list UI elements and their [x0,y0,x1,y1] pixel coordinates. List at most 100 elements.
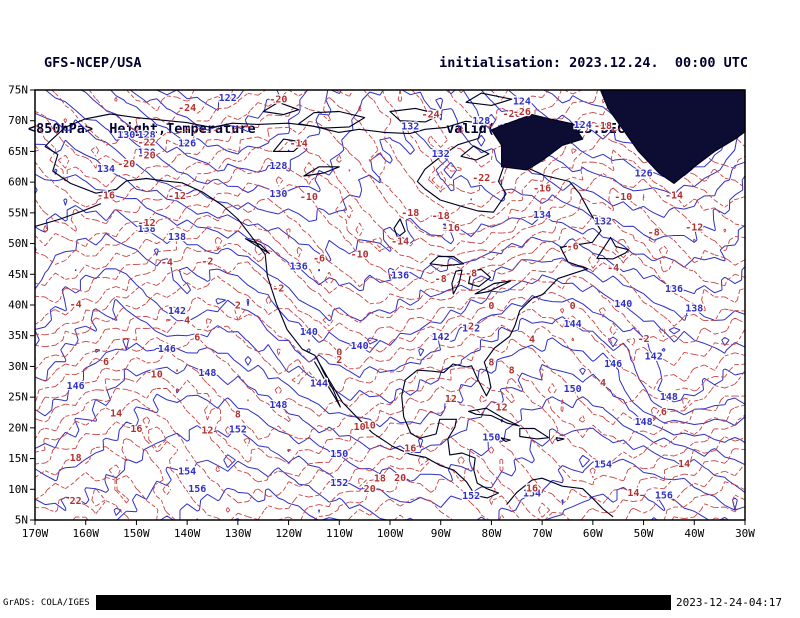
svg-text:-6: -6 [567,241,579,252]
svg-text:156: 156 [655,491,673,502]
svg-text:148: 148 [660,392,678,403]
svg-text:100W: 100W [377,527,404,540]
svg-text:152: 152 [330,478,348,489]
svg-text:170W: 170W [22,527,49,540]
svg-text:-20: -20 [138,151,156,162]
svg-text:130W: 130W [225,527,252,540]
svg-text:152: 152 [229,425,247,436]
svg-text:-2: -2 [638,334,650,345]
svg-text:60N: 60N [8,176,28,189]
svg-text:14: 14 [678,459,690,470]
svg-text:15N: 15N [8,452,28,465]
svg-text:126: 126 [178,139,196,150]
svg-text:-12: -12 [685,222,703,233]
svg-text:4: 4 [529,334,535,345]
svg-text:130: 130 [117,130,135,141]
svg-text:140: 140 [300,327,318,338]
svg-text:2: 2 [336,355,342,366]
svg-text:128: 128 [138,130,156,141]
svg-text:-4: -4 [70,300,82,311]
svg-text:150W: 150W [123,527,150,540]
svg-text:-8: -8 [465,268,477,279]
svg-text:50W: 50W [634,527,654,540]
svg-text:154: 154 [178,467,196,478]
svg-text:140: 140 [351,341,369,352]
model-title: GFS-NCEP/USA [44,54,142,71]
svg-text:0: 0 [570,301,576,312]
svg-text:-18: -18 [401,208,419,219]
title-block: GFS-NCEP/USA <850hPa> Height,Temperature [28,7,256,138]
svg-text:138: 138 [168,232,186,243]
svg-text:138: 138 [138,224,156,235]
svg-text:14: 14 [627,488,639,499]
svg-text:146: 146 [67,381,85,392]
svg-text:-12: -12 [168,191,186,202]
svg-text:142: 142 [168,306,186,317]
svg-text:134: 134 [533,210,551,221]
svg-text:20: 20 [394,473,406,484]
svg-text:142: 142 [645,351,663,362]
svg-text:-26: -26 [513,107,531,118]
svg-text:-10: -10 [300,192,318,203]
weather-map: 122 1241241261261281281281301301301321321… [8,84,755,541]
init-time: initialisation: 2023.12.24. 00:00 UTC [439,54,748,71]
svg-text:130: 130 [138,148,156,159]
render-timestamp: 2023-12-24-04:17 [676,596,782,609]
svg-text:136: 136 [665,284,683,295]
grads-credit: GrADS: COLA/IGES [3,597,90,608]
svg-text:4: 4 [600,378,606,389]
svg-text:25N: 25N [8,391,28,404]
svg-text:6: 6 [661,407,667,418]
svg-text:-14: -14 [290,138,308,149]
svg-text:10: 10 [151,369,163,380]
svg-text:152: 152 [462,491,480,502]
svg-text:14: 14 [110,409,122,420]
svg-text:65N: 65N [8,145,28,158]
svg-text:-12: -12 [138,218,156,229]
svg-text:12: 12 [445,394,457,405]
svg-text:6: 6 [194,332,200,343]
svg-text:140W: 140W [174,527,201,540]
svg-text:18: 18 [70,453,82,464]
svg-text:150: 150 [564,384,582,395]
svg-text:-10: -10 [351,250,369,261]
svg-text:0: 0 [488,301,494,312]
svg-text:142: 142 [462,323,480,334]
svg-text:-16: -16 [442,223,460,234]
svg-text:132: 132 [432,149,450,160]
svg-text:12: 12 [496,403,508,414]
svg-text:40W: 40W [684,527,704,540]
svg-text:35N: 35N [8,329,28,342]
svg-text:8: 8 [235,410,241,421]
field-title: <850hPa> Height,Temperature [28,121,256,138]
svg-text:134: 134 [442,223,460,234]
svg-text:148: 148 [198,368,216,379]
svg-text:124: 124 [513,97,531,108]
svg-text:-2: -2 [272,283,284,294]
svg-text:138: 138 [685,304,703,315]
svg-text:146: 146 [604,359,622,370]
svg-text:-14: -14 [391,237,409,248]
svg-text:-4: -4 [161,258,173,269]
svg-text:-6: -6 [313,254,325,265]
svg-text:70N: 70N [8,114,28,127]
svg-text:90W: 90W [431,527,451,540]
svg-text:-24: -24 [178,103,196,114]
svg-text:148: 148 [269,400,287,411]
svg-text:150: 150 [330,449,348,460]
chart-footer: GrADS: COLA/IGES 2023-12-24-04:17 [0,595,800,610]
svg-text:6: 6 [103,357,109,368]
svg-text:-18: -18 [432,211,450,222]
svg-text:16: 16 [526,484,538,495]
svg-text:40N: 40N [8,299,28,312]
svg-text:130: 130 [269,189,287,200]
svg-text:20N: 20N [8,421,28,434]
svg-text:-6: -6 [313,254,325,265]
svg-text:154: 154 [523,488,541,499]
svg-text:120W: 120W [275,527,302,540]
svg-text:122: 122 [219,93,237,104]
svg-text:136: 136 [290,262,308,273]
svg-text:154: 154 [594,460,612,471]
svg-text:128: 128 [472,116,490,127]
